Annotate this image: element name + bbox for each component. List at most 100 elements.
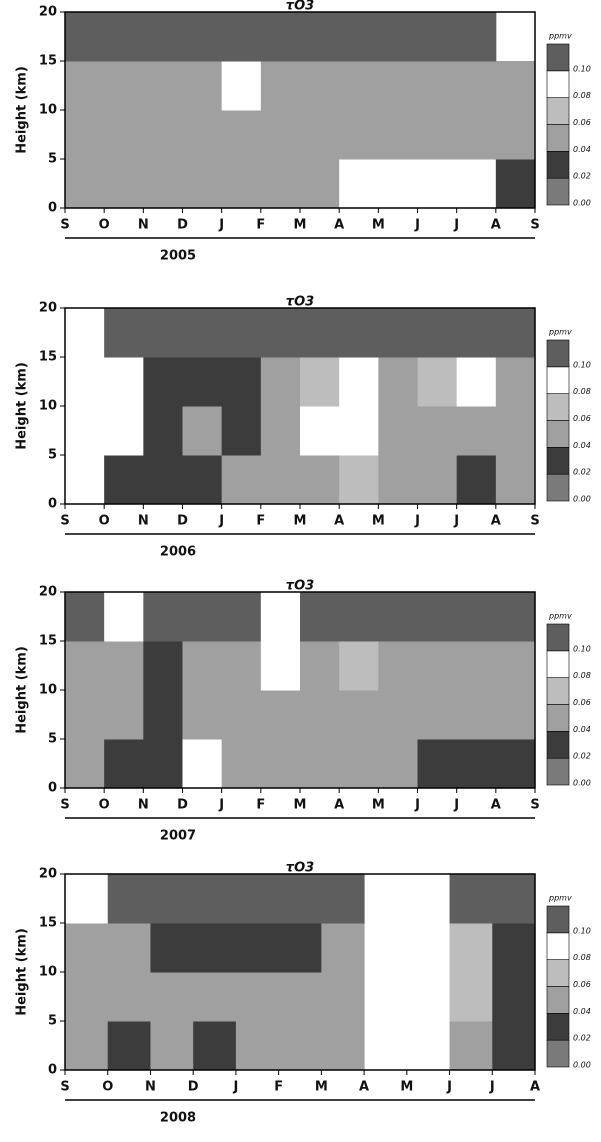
- x-tick-label: D: [177, 514, 188, 529]
- contour-cell: [300, 406, 340, 456]
- contour-cell: [378, 110, 418, 160]
- colorbar-swatch: [547, 71, 569, 98]
- colorbar-tick-label: 0.10: [573, 64, 591, 73]
- page: τO305101520Height (km)SONDJFMAMJJAS2005p…: [0, 0, 601, 1142]
- contour-cell: [378, 12, 418, 62]
- x-tick-label: J: [446, 1080, 452, 1095]
- contour-cell: [183, 357, 223, 407]
- colorbar-tick-label: 0.02: [573, 172, 591, 181]
- x-tick-label: S: [530, 218, 539, 233]
- contour-cell: [279, 972, 322, 1022]
- x-tick-label: J: [453, 514, 459, 529]
- contour-cell: [236, 1021, 279, 1071]
- contour-cell: [418, 455, 458, 505]
- contour-cell: [418, 308, 458, 358]
- x-axis-label: 2008: [160, 1111, 196, 1126]
- contour-cell: [300, 110, 340, 160]
- x-tick-label: D: [188, 1080, 199, 1095]
- colorbar-swatch: [547, 367, 569, 394]
- contour-cell: [65, 923, 108, 973]
- x-tick-label: A: [491, 798, 501, 813]
- y-tick-label: 5: [48, 732, 57, 747]
- colorbar-tick-label: 0.06: [573, 698, 591, 707]
- contour-cell: [65, 592, 105, 642]
- contour-cell: [418, 739, 458, 789]
- contour-cell: [492, 923, 535, 973]
- colorbar-swatch: [547, 906, 569, 933]
- colorbar-tick-label: 0.02: [573, 468, 591, 477]
- contour-cell: [65, 739, 105, 789]
- contour-cell: [321, 972, 364, 1022]
- colorbar-tick-label: 0.06: [573, 118, 591, 127]
- contour-cell: [183, 308, 223, 358]
- contour-cell: [261, 357, 301, 407]
- contour-cell: [457, 739, 497, 789]
- colorbar-tick-label: 0.04: [573, 145, 591, 154]
- contour-cell: [183, 61, 223, 111]
- contour-cell: [222, 455, 262, 505]
- y-tick-label: 0: [48, 201, 57, 216]
- contour-cell: [496, 159, 536, 209]
- colorbar-swatch: [547, 178, 569, 205]
- contour-cell: [193, 874, 236, 924]
- y-axis-label: Height (km): [15, 928, 30, 1016]
- contour-cell: [418, 159, 458, 209]
- colorbar-tick-label: 0.00: [573, 779, 591, 788]
- x-tick-label: M: [294, 218, 307, 233]
- contour-cell: [104, 406, 144, 456]
- contour-cell: [450, 874, 493, 924]
- y-tick-label: 15: [39, 634, 57, 649]
- y-tick-label: 20: [39, 301, 57, 316]
- contour-cell: [183, 592, 223, 642]
- contour-cell: [300, 357, 340, 407]
- contour-cell: [300, 455, 340, 505]
- contour-cell: [418, 641, 458, 691]
- x-tick-label: F: [256, 514, 265, 529]
- contour-cell: [339, 12, 379, 62]
- x-tick-label: J: [218, 218, 224, 233]
- y-axis-label: Height (km): [15, 646, 30, 734]
- colorbar-swatch: [547, 151, 569, 178]
- y-tick-label: 10: [39, 103, 57, 118]
- colorbar-tick-label: 0.08: [573, 387, 591, 396]
- x-tick-label: O: [99, 218, 110, 233]
- contour-cell: [222, 159, 262, 209]
- x-tick-label: J: [218, 514, 224, 529]
- colorbar-swatch: [547, 1013, 569, 1040]
- contour-cell: [65, 12, 105, 62]
- contour-cell: [450, 923, 493, 973]
- contour-cell: [378, 455, 418, 505]
- contour-cell: [261, 61, 301, 111]
- x-tick-label: F: [256, 218, 265, 233]
- contour-cell: [457, 690, 497, 740]
- contour-cell: [222, 110, 262, 160]
- x-tick-label: J: [489, 1080, 495, 1095]
- x-tick-label: J: [414, 798, 420, 813]
- colorbar-swatch: [547, 474, 569, 501]
- x-tick-label: M: [372, 218, 385, 233]
- contour-cell: [261, 406, 301, 456]
- x-tick-label: A: [334, 798, 344, 813]
- contour-cell: [65, 110, 105, 160]
- colorbar-swatch: [547, 987, 569, 1014]
- chart-title: τO3: [286, 0, 314, 14]
- contour-cell: [143, 357, 183, 407]
- contour-cell: [236, 923, 279, 973]
- contour-cell: [339, 357, 379, 407]
- contour-cell: [300, 739, 340, 789]
- contour-cell: [143, 308, 183, 358]
- x-tick-label: A: [359, 1080, 369, 1095]
- colorbar-tick-label: 0.04: [573, 441, 591, 450]
- contour-cell: [450, 972, 493, 1022]
- contour-cell: [496, 592, 536, 642]
- contour-cell: [457, 357, 497, 407]
- contour-cell: [193, 1021, 236, 1071]
- contour-cell: [150, 1021, 193, 1071]
- contour-cell: [300, 159, 340, 209]
- contour-cell: [457, 406, 497, 456]
- contour-cell: [279, 1021, 322, 1071]
- y-tick-label: 5: [48, 1014, 57, 1029]
- x-tick-label: S: [60, 218, 69, 233]
- contour-cell: [321, 1021, 364, 1071]
- x-tick-label: A: [334, 218, 344, 233]
